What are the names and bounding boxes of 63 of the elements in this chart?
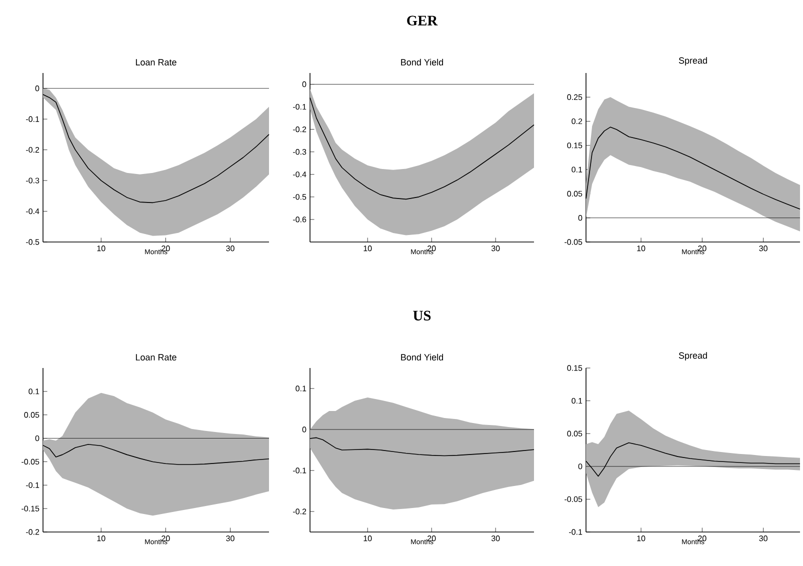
y-tick-label: 0 [35,435,40,442]
x-tick-label: 30 [759,536,768,542]
x-tick-label: 10 [637,246,646,252]
x-tick-label: 20 [698,246,706,252]
chart-title: Loan Rate [136,354,176,360]
y-tick-label: -0.15 [22,506,40,512]
y-tick-label: 0.1 [572,166,582,172]
y-tick-label: -0.05 [22,458,40,465]
x-tick-label: 20 [698,536,706,542]
x-tick-label: 10 [97,246,106,252]
x-tick-label: 20 [162,246,170,252]
y-tick-label: -0.3 [26,178,40,184]
y-tick-label: -0.2 [293,508,306,514]
y-tick-label: -0.05 [564,496,582,502]
y-tick-label: -0.5 [26,239,40,245]
y-tick-label: -0.2 [26,146,40,153]
x-tick-label: 20 [428,246,436,252]
x-tick-label: 30 [226,536,234,542]
y-tick-label: -0.4 [293,172,306,178]
y-tick-label: -0.2 [293,126,306,132]
y-tick-label: -0.1 [26,482,40,488]
y-tick-label: -0.1 [293,468,306,474]
chart-title: Bond Yield [401,58,444,66]
y-tick-label: 0.1 [296,386,306,392]
text: GER [407,16,438,26]
x-tick-label: 20 [428,536,436,542]
chart-title: Bond Yield [401,354,444,360]
y-tick-label: -0.1 [569,529,582,535]
x-tick-label: 10 [637,536,646,542]
y-tick-label: -0.05 [564,239,582,245]
x-tick-label: 10 [97,536,106,542]
y-tick-label: 0 [578,215,582,221]
y-tick-label: -0.1 [26,116,40,122]
y-tick-label: 0.15 [567,365,582,371]
chart-title: Spread [678,352,707,360]
y-tick-label: 0.05 [567,430,582,436]
x-tick-label: 30 [491,246,500,252]
x-tick-label: 30 [226,246,234,252]
chart-title: Loan Rate [136,59,176,66]
y-tick-label: -0.3 [293,149,306,155]
x-tick-label: 20 [162,536,170,542]
x-tick-label: 10 [364,246,372,252]
y-tick-label: 0.2 [572,118,582,124]
y-tick-label: -0.4 [26,208,40,214]
y-tick-label: 0.05 [567,190,582,197]
chart-title: Spread [678,57,707,66]
y-tick-label: 0.25 [567,94,582,100]
y-tick-label: -0.2 [26,529,40,535]
y-tick-label: 0.1 [572,398,582,404]
y-tick-label: 0.15 [567,142,582,148]
text: US [413,310,431,320]
y-tick-label: 0.1 [28,388,40,394]
y-tick-label: 0 [578,464,582,470]
y-tick-label: 0 [35,86,40,92]
y-tick-label: -0.6 [293,216,306,222]
x-tick-label: 10 [364,536,372,542]
x-tick-label: 30 [491,536,500,542]
y-tick-label: -0.5 [293,194,306,200]
y-tick-label: 0.05 [24,412,40,418]
y-tick-label: -0.1 [293,104,306,110]
y-tick-label: 0 [302,81,306,88]
y-tick-label: 0 [302,426,306,432]
x-tick-label: 30 [759,246,768,252]
